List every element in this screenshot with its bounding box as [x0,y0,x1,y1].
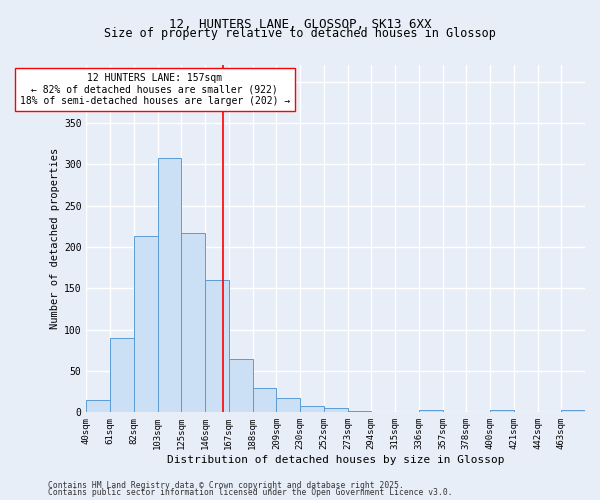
Bar [561,410,585,412]
Bar [253,388,277,412]
Bar [134,236,158,412]
Text: Contains HM Land Registry data © Crown copyright and database right 2025.: Contains HM Land Registry data © Crown c… [48,480,404,490]
Bar [347,410,371,412]
Bar [419,410,443,412]
Text: 12 HUNTERS LANE: 157sqm
← 82% of detached houses are smaller (922)
18% of semi-d: 12 HUNTERS LANE: 157sqm ← 82% of detache… [20,74,290,106]
Bar [277,398,300,412]
X-axis label: Distribution of detached houses by size in Glossop: Distribution of detached houses by size … [167,455,505,465]
Bar [300,406,324,412]
Bar [324,408,347,412]
Bar [158,158,181,412]
Bar [229,358,253,412]
Bar [110,338,134,412]
Text: 12, HUNTERS LANE, GLOSSOP, SK13 6XX: 12, HUNTERS LANE, GLOSSOP, SK13 6XX [169,18,431,30]
Y-axis label: Number of detached properties: Number of detached properties [50,148,60,330]
Bar [205,280,229,412]
Bar [181,233,205,412]
Text: Contains public sector information licensed under the Open Government Licence v3: Contains public sector information licen… [48,488,452,497]
Bar [86,400,110,412]
Text: Size of property relative to detached houses in Glossop: Size of property relative to detached ho… [104,28,496,40]
Bar [490,410,514,412]
